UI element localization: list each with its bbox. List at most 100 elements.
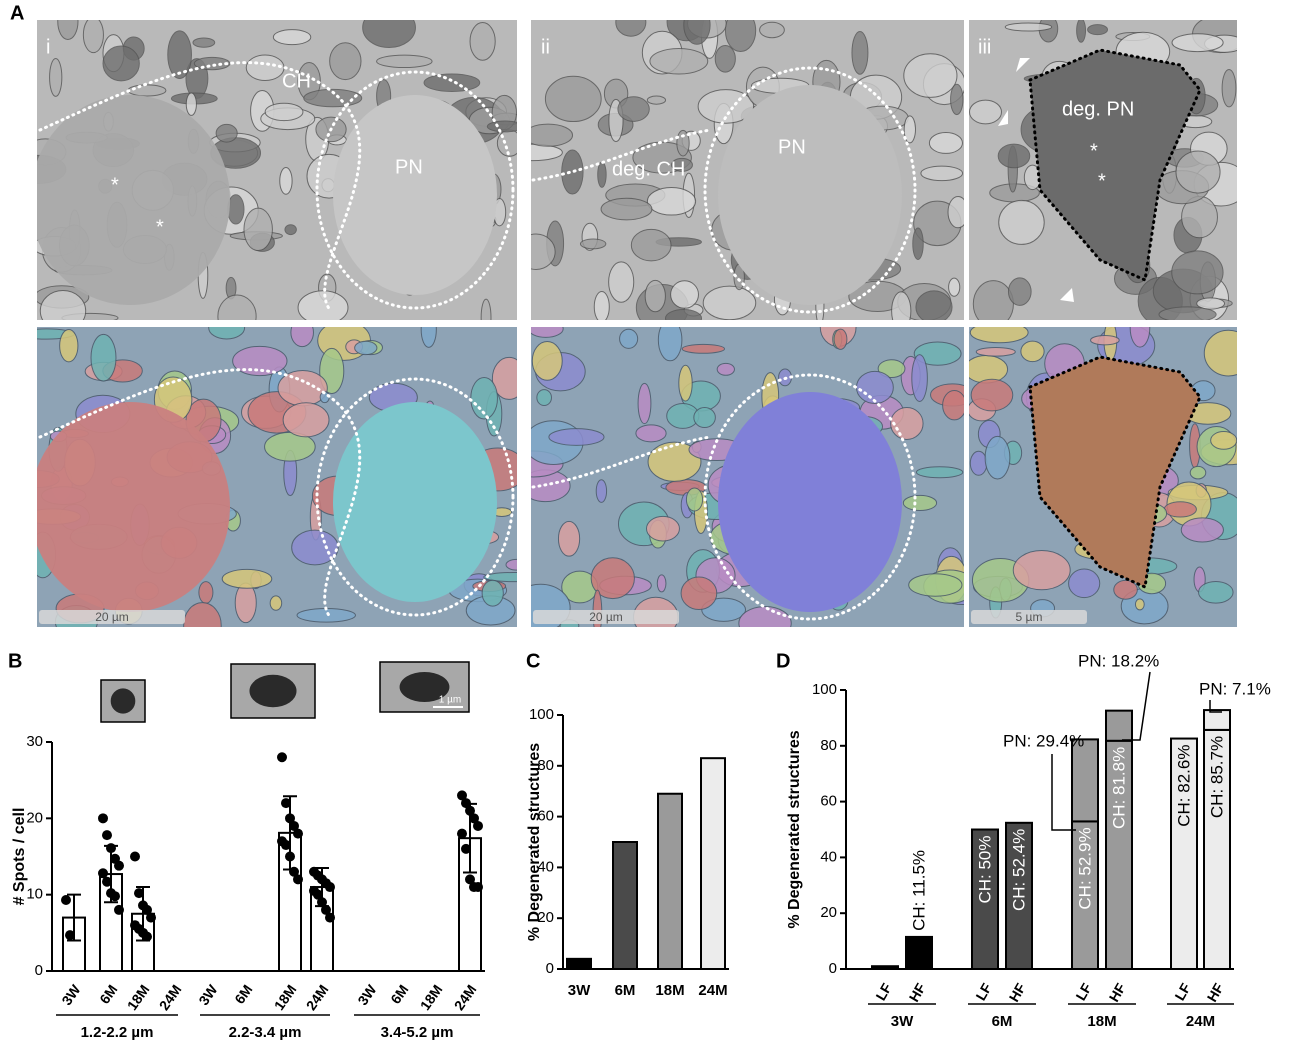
texture: [269, 595, 283, 611]
texture: [908, 573, 963, 597]
y-tick-label: 40: [537, 858, 554, 875]
texture: [329, 42, 362, 81]
texture: [1087, 24, 1108, 36]
texture: [693, 406, 716, 429]
data-point: [469, 813, 479, 824]
texture: [282, 402, 330, 438]
texture: [1113, 579, 1138, 600]
x-tick-label: 6M: [96, 982, 120, 1007]
y-axis-label: # Spots / cell: [11, 808, 28, 906]
y-tick-label: 60: [537, 808, 554, 825]
micrograph: [969, 327, 1237, 627]
texture: [975, 346, 1016, 357]
texture: [637, 382, 652, 425]
texture: [1175, 150, 1221, 194]
texture: [297, 290, 349, 320]
texture: [49, 57, 63, 97]
data-point: [325, 882, 335, 893]
x-tick-label: LF: [1171, 980, 1194, 1003]
x-tick-label: LF: [872, 980, 895, 1003]
texture: [279, 166, 293, 195]
y-tick-label: 80: [537, 757, 554, 774]
y-tick-label: 40: [820, 848, 837, 865]
x-tick-label: HF: [906, 980, 929, 1005]
scale-bar: [533, 610, 679, 624]
texture: [590, 557, 635, 600]
cell: [1028, 355, 1202, 590]
texture: [903, 53, 958, 98]
texture: [1221, 69, 1237, 108]
texture: [915, 466, 964, 479]
image-label: deg. CH: [612, 158, 685, 180]
data-point: [473, 882, 483, 893]
x-tick-label: 18M: [124, 982, 153, 1013]
texture: [617, 96, 650, 122]
micrograph: [969, 20, 1237, 320]
y-tick-label: 100: [812, 681, 837, 698]
texture: [290, 327, 314, 348]
data-point: [281, 840, 291, 851]
annotation: PN: 7.1%: [1199, 679, 1271, 698]
texture: [912, 227, 924, 261]
data-point: [110, 891, 120, 902]
y-tick-label: 80: [820, 737, 837, 754]
data-point: [465, 805, 475, 816]
bar: [700, 757, 726, 970]
texture: [969, 355, 1009, 384]
texture: [1129, 327, 1151, 348]
texture: [243, 207, 273, 252]
value-label: CH: 52.4%: [1009, 829, 1028, 911]
texture: [630, 228, 672, 262]
outline: [315, 70, 515, 310]
texture: [724, 20, 757, 52]
texture: [891, 291, 912, 320]
texture: [1090, 335, 1120, 346]
micrograph: [531, 327, 964, 627]
texture: [685, 487, 704, 512]
texture: [264, 102, 304, 122]
texture: [1158, 306, 1217, 320]
outline: [703, 373, 917, 621]
texture: [423, 73, 481, 93]
texture: [657, 327, 683, 362]
image-numeral: iii: [978, 36, 991, 58]
group-label: 1.2-2.2 µm: [81, 1024, 154, 1041]
data-point: [321, 904, 331, 915]
x-tick-label: 3W: [58, 981, 84, 1008]
texture: [595, 479, 608, 503]
bar: [905, 935, 933, 970]
texture: [1004, 22, 1053, 32]
texture: [665, 309, 703, 320]
texture: [183, 602, 222, 627]
texture: [531, 233, 556, 270]
texture: [920, 165, 964, 182]
annotation-leader: [1209, 700, 1222, 713]
texture: [272, 29, 312, 46]
value-label: CH: 50%: [975, 836, 994, 904]
texture: [303, 88, 363, 108]
texture: [649, 47, 709, 75]
bar: [971, 828, 999, 970]
x-tick-label: 24M: [451, 982, 480, 1013]
texture: [851, 30, 869, 75]
value-label: CH: 81.8%: [1109, 747, 1128, 829]
texture: [1020, 340, 1045, 363]
texture: [635, 424, 667, 443]
texture: [376, 54, 433, 69]
arrowhead: [1016, 58, 1030, 72]
x-tick-label: 18M: [655, 982, 684, 999]
outline: [38, 61, 362, 312]
scale-bar-label: 20 µm: [95, 610, 129, 624]
y-tick-label: 0: [35, 962, 43, 979]
value-label: CH: 11.5%: [909, 850, 928, 931]
texture: [1134, 598, 1145, 611]
x-tick-label: 24M: [156, 982, 185, 1013]
texture: [1012, 550, 1071, 591]
bar: [566, 957, 592, 971]
arrowhead: [998, 110, 1008, 126]
texture: [483, 572, 517, 583]
outline: [531, 435, 712, 489]
y-tick-label: 100: [529, 706, 554, 723]
annotation: PN: 29.4%: [1003, 731, 1084, 750]
value-label: CH: 82.6%: [1174, 745, 1193, 827]
